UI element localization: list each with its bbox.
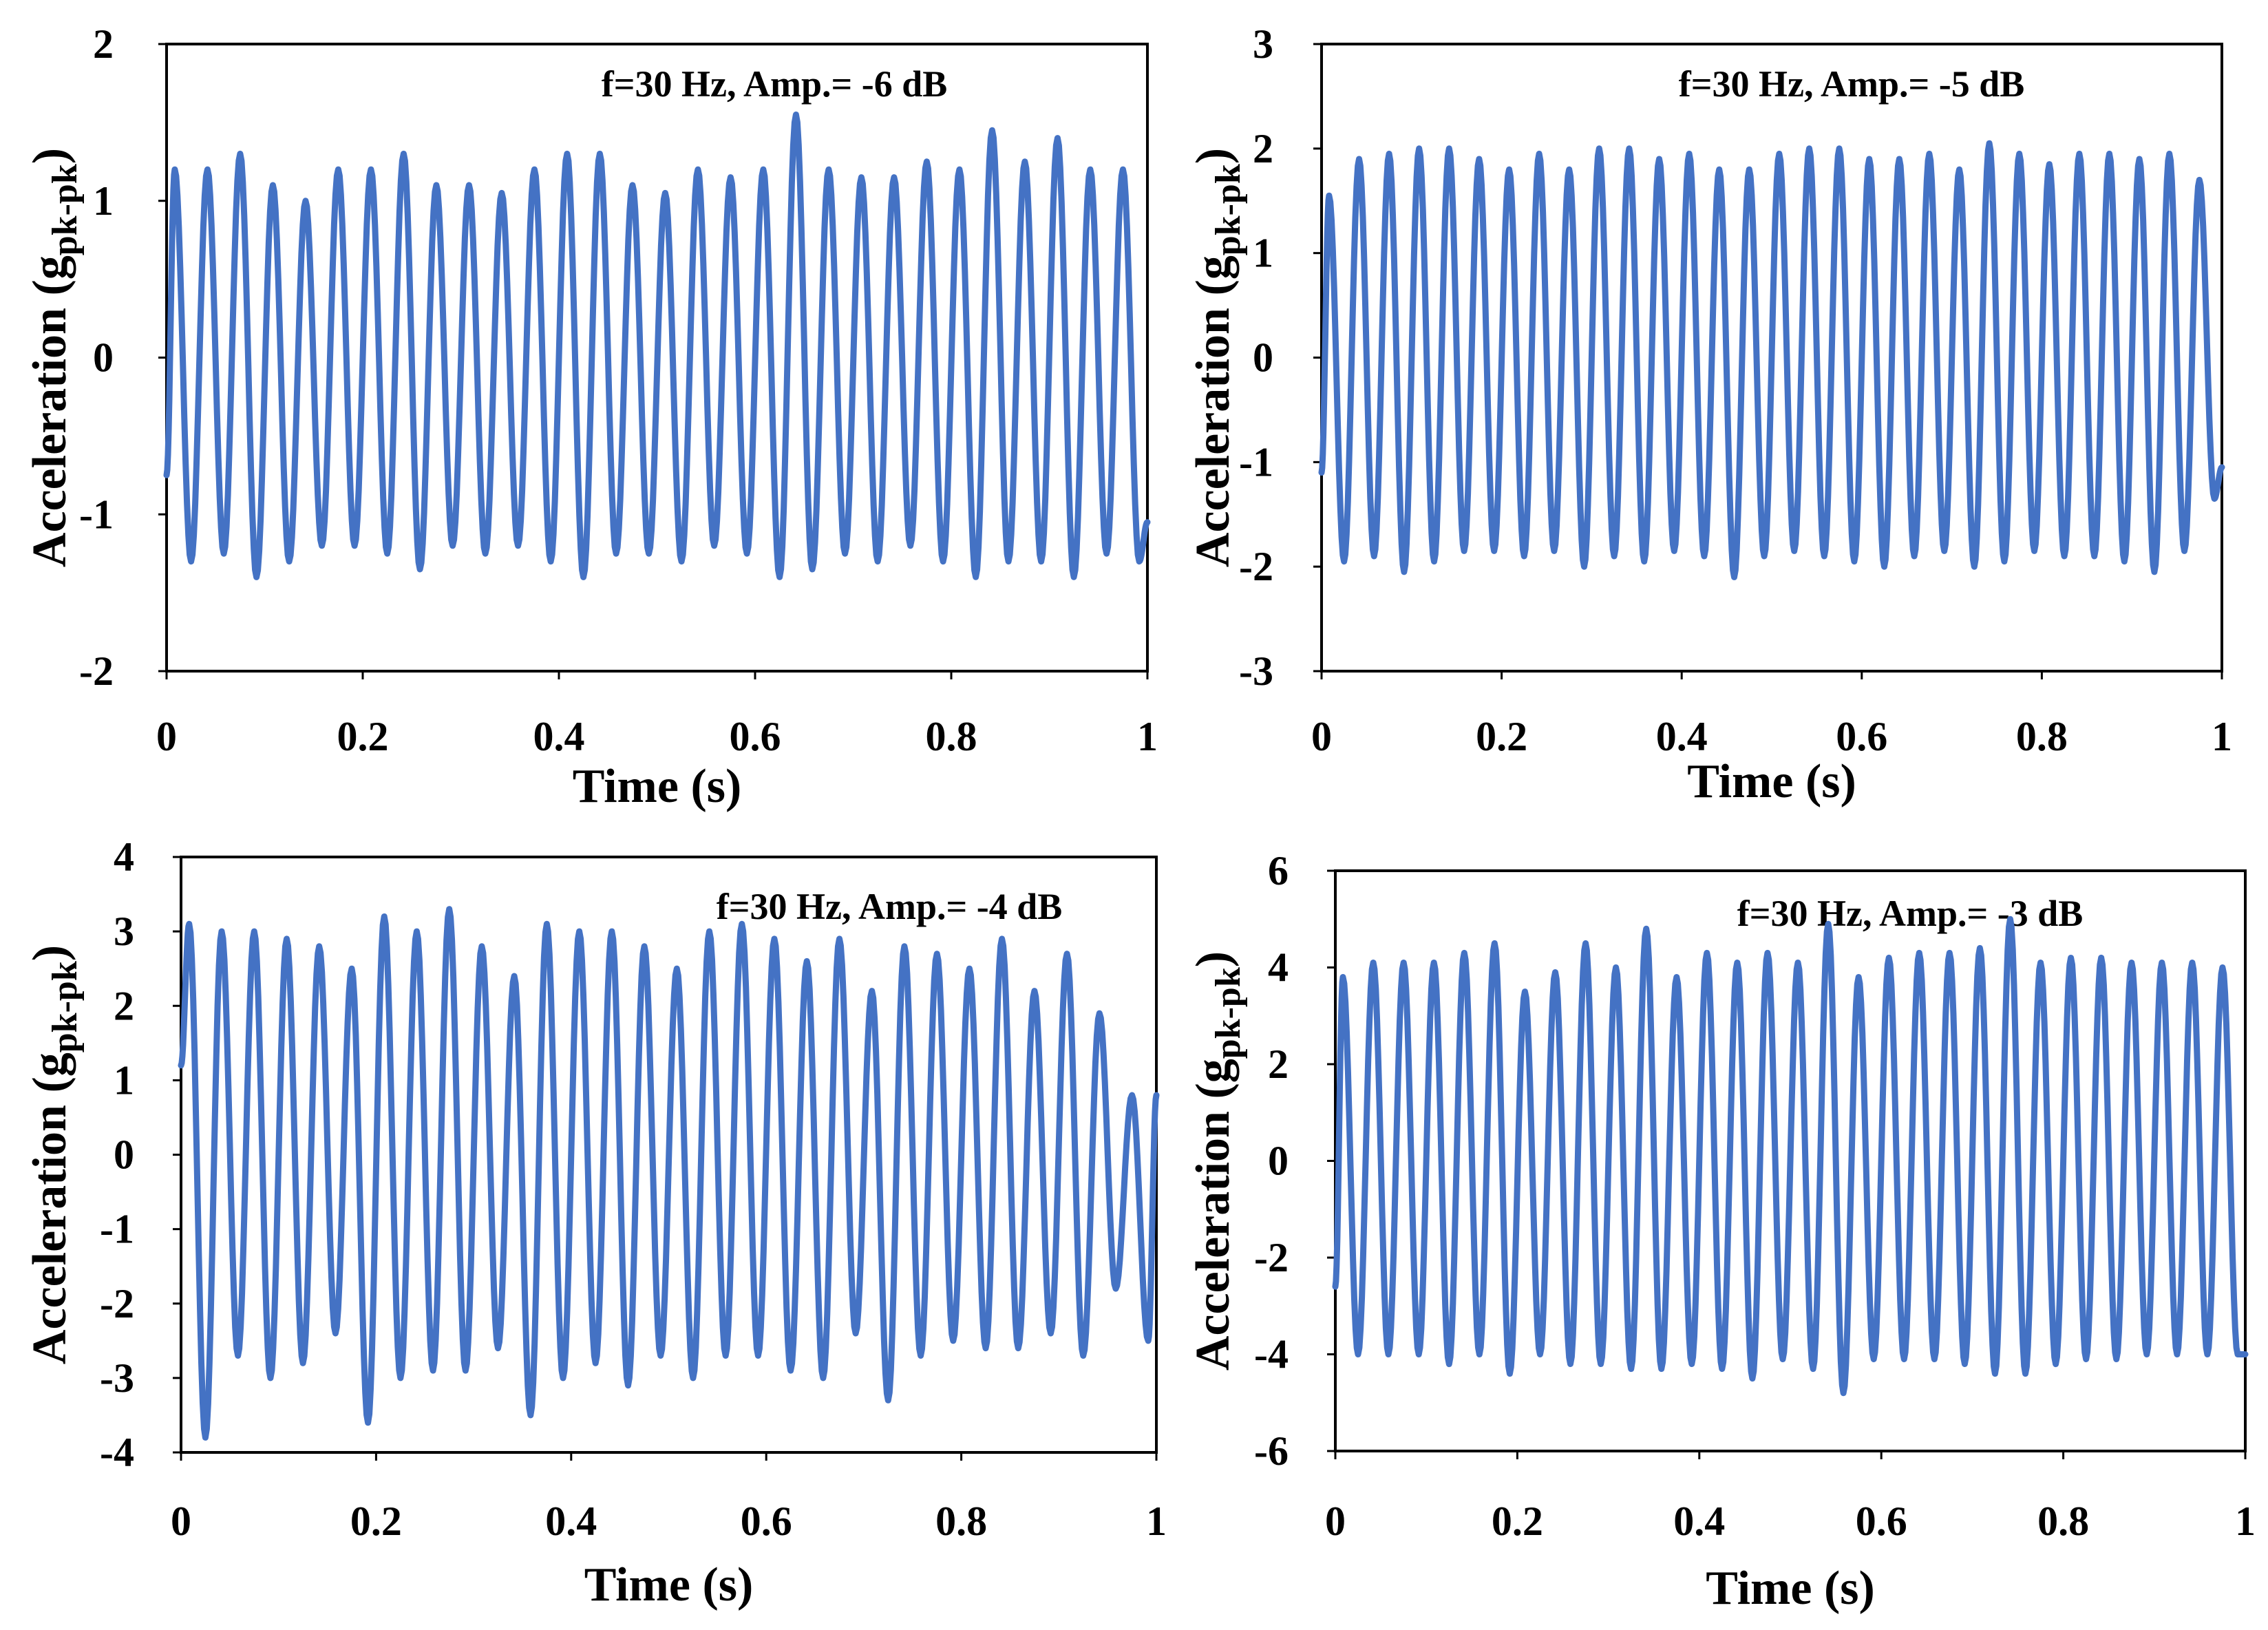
y-axis-label-sub: pk-pk	[1209, 164, 1248, 255]
y-tick-label: -2	[100, 1281, 134, 1326]
y-tick-label: 2	[1268, 1041, 1289, 1087]
y-axis-label-close: )	[1187, 951, 1240, 967]
y-tick-label: -3	[100, 1355, 134, 1401]
x-axis-label: Time (s)	[1706, 1562, 1875, 1615]
y-tick-label: -1	[79, 491, 114, 537]
y-tick-label: 3	[114, 909, 134, 954]
x-tick-label: 0.4	[533, 714, 585, 759]
y-tick-label: -3	[1239, 648, 1273, 694]
y-tick-label: 0	[114, 1132, 134, 1178]
x-tick-label: 0.2	[350, 1499, 402, 1544]
y-tick-label: 0	[1268, 1139, 1289, 1184]
x-axis-label: Time (s)	[584, 1558, 754, 1611]
y-tick-label: -1	[100, 1207, 134, 1252]
y-axis-label-sub: pk-pk	[45, 164, 85, 255]
y-axis-label-main: Acceleration (g	[1187, 255, 1240, 567]
y-axis-label-close: )	[1187, 148, 1240, 164]
y-tick-label: -2	[79, 648, 114, 694]
y-axis-label-sub: pk-pk	[45, 961, 85, 1052]
chart-annotation: f=30 Hz, Amp.= -3 dB	[1737, 893, 2084, 934]
chart-annotation: f=30 Hz, Amp.= -6 dB	[602, 63, 948, 105]
x-tick-label: 0.4	[1656, 714, 1708, 759]
y-tick-label: 1	[1253, 231, 1273, 276]
y-tick-label: -2	[1254, 1235, 1289, 1280]
y-axis-label-main: Acceleration (g	[23, 1052, 76, 1364]
x-tick-label: 1	[2212, 714, 2232, 759]
y-tick-label: -4	[100, 1430, 134, 1475]
y-axis-label-main: Acceleration (g	[23, 255, 76, 567]
y-axis-label-close: )	[23, 148, 76, 164]
y-axis-label: Acceleration (gpk-pk)	[23, 148, 85, 567]
y-tick-label: -4	[1254, 1332, 1289, 1377]
x-axis-label: Time (s)	[573, 760, 742, 813]
y-tick-label: 2	[93, 21, 114, 67]
x-tick-label: 0.6	[730, 714, 781, 759]
x-tick-label: 1	[2235, 1499, 2256, 1544]
y-axis-label-sub: pk-pk	[1209, 967, 1248, 1059]
y-tick-label: 1	[93, 178, 114, 224]
x-tick-label: 0.8	[935, 1499, 987, 1544]
chart-panel-top-left: -2 -1 0 1 2 0 0.2 0.4 0.6 0.8 1 Time (s) Acceleratio…	[23, 21, 1158, 813]
y-tick-label: 0	[1253, 335, 1273, 381]
x-tick-label: 0	[171, 1499, 191, 1544]
x-tick-label: 0.2	[1476, 714, 1527, 759]
y-tick-label: 4	[1268, 945, 1289, 991]
y-tick-label: 1	[114, 1057, 134, 1103]
y-tick-label: -1	[1239, 439, 1273, 485]
chart-annotation: f=30 Hz, Amp.= -4 dB	[717, 886, 1063, 927]
chart-annotation: f=30 Hz, Amp.= -5 dB	[1679, 63, 2025, 105]
x-tick-label: 1	[1137, 714, 1158, 759]
x-tick-label: 0.6	[741, 1499, 792, 1544]
y-axis-label-main: Acceleration (g	[1187, 1059, 1240, 1370]
y-axis-label: Acceleration (gpk-pk)	[1187, 148, 1248, 567]
y-axis-label-close: )	[23, 945, 76, 961]
y-tick-label: 2	[114, 983, 134, 1028]
y-tick-label: -2	[1239, 544, 1273, 589]
chart-panel-top-right: -3 -2 -1 0 1 2 3 0 0.2 0.4 0.6 0.8 1 Time (s) Accelera…	[1187, 21, 2232, 808]
series-line	[178, 906, 1160, 1441]
x-tick-label: 0.2	[1492, 1499, 1543, 1544]
x-tick-label: 1	[1146, 1499, 1167, 1544]
series-line	[163, 112, 1151, 580]
x-axis-label: Time (s)	[1687, 755, 1856, 808]
x-tick-label: 0.8	[2037, 1499, 2089, 1544]
x-tick-label: 0	[1325, 1499, 1346, 1544]
y-tick-label: 6	[1268, 848, 1289, 893]
chart-panel-bottom-right: -6 -4 -2 0 2 4 6 0 0.2 0.4 0.6 0.8 1 Time (s) Accelera…	[1187, 848, 2256, 1615]
x-tick-label: 0.4	[1673, 1499, 1725, 1544]
x-tick-label: 0	[1311, 714, 1332, 759]
y-tick-label: -6	[1254, 1428, 1289, 1474]
series-line	[1318, 140, 2225, 580]
series-line	[1332, 915, 2249, 1397]
y-tick-label: 2	[1253, 126, 1273, 171]
x-tick-label: 0	[156, 714, 177, 759]
y-tick-label: 0	[93, 335, 114, 381]
x-tick-label: 0.4	[545, 1499, 597, 1544]
y-axis-label: Acceleration (gpk-pk)	[1187, 951, 1248, 1370]
chart-panel-bottom-left: -4 -3 -2 -1 0 1 2 3 4 0 0.2 0.4 0.6 0.8 1 Time (s) Accel…	[23, 834, 1167, 1611]
x-tick-label: 0.2	[337, 714, 389, 759]
x-tick-label: 0.8	[926, 714, 977, 759]
x-tick-label: 0.6	[1836, 714, 1887, 759]
y-tick-label: 4	[114, 834, 134, 880]
y-axis-label: Acceleration (gpk-pk)	[23, 945, 85, 1364]
y-tick-label: 3	[1253, 21, 1273, 67]
x-tick-label: 0.6	[1856, 1499, 1907, 1544]
x-tick-label: 0.8	[2016, 714, 2068, 759]
